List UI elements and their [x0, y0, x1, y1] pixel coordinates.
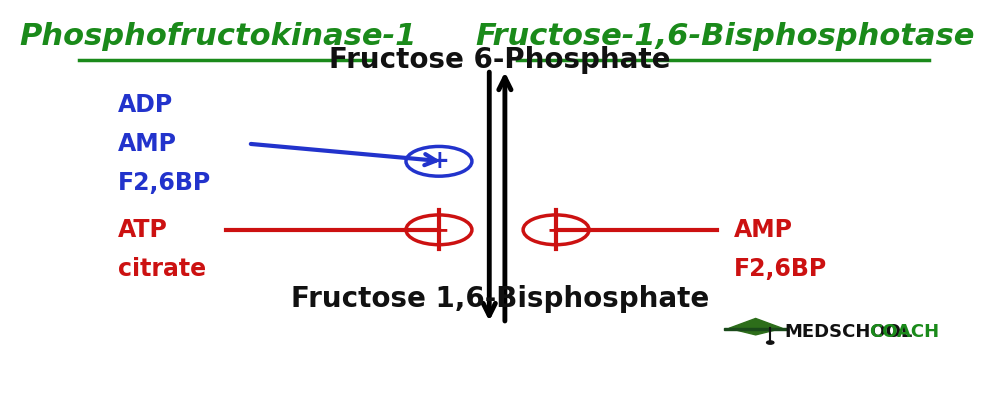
FancyBboxPatch shape [724, 328, 787, 330]
Text: Fructose 6-Phosphate: Fructose 6-Phosphate [329, 46, 670, 74]
Text: AMP: AMP [734, 218, 793, 242]
Text: AMP: AMP [118, 132, 177, 156]
Text: citrate: citrate [118, 257, 206, 281]
Text: Phosphofructokinase-1: Phosphofructokinase-1 [19, 22, 416, 51]
Text: Fructose 1,6-Bisphosphate: Fructose 1,6-Bisphosphate [291, 285, 709, 312]
Text: ADP: ADP [118, 93, 173, 117]
Circle shape [767, 341, 774, 344]
Text: −: − [429, 218, 449, 242]
Text: MEDSCHOOL: MEDSCHOOL [784, 323, 913, 341]
Text: F2,6BP: F2,6BP [118, 171, 211, 195]
Text: −: − [546, 218, 566, 242]
Text: Fructose-1,6-Bisphosphotase: Fructose-1,6-Bisphosphotase [476, 22, 975, 51]
Text: ATP: ATP [118, 218, 168, 242]
Polygon shape [729, 318, 782, 335]
Text: F2,6BP: F2,6BP [734, 257, 827, 281]
Text: +: + [429, 149, 449, 173]
Text: COACH: COACH [869, 323, 939, 341]
